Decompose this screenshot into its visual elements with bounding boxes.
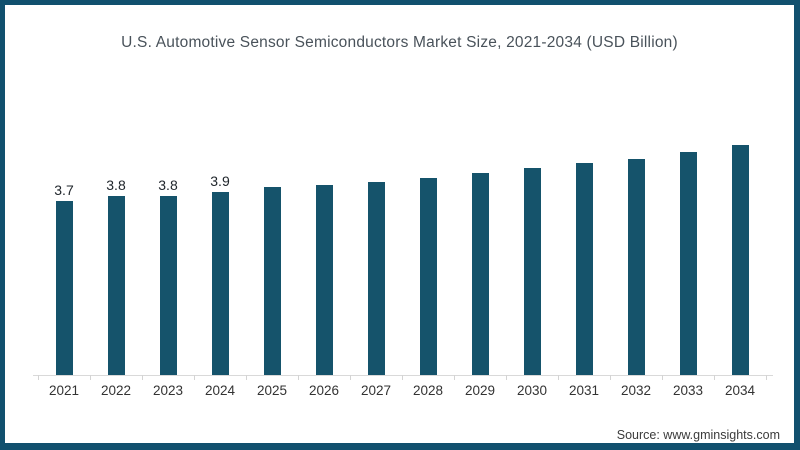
bar-2026 (315, 185, 333, 375)
bar-value-label: 3.8 (106, 177, 126, 193)
bar-value-label: 3.7 (54, 182, 74, 198)
x-axis-label-2033: 2033 (672, 383, 704, 398)
bar-cell-2022: 3.8 (90, 125, 142, 375)
x-tick (194, 375, 195, 380)
bar-cell-2025 (246, 125, 298, 375)
bar-cell-2030 (506, 125, 558, 375)
bar-cell-2034 (714, 125, 766, 375)
x-axis-line (33, 375, 773, 376)
x-tick (38, 375, 39, 380)
x-axis-label-2028: 2028 (412, 383, 444, 398)
bar-cell-2023: 3.8 (142, 125, 194, 375)
x-tick (298, 375, 299, 380)
bar-value-label: 3.8 (158, 177, 178, 193)
x-axis-label-2034: 2034 (724, 383, 756, 398)
bar-value-label: 3.9 (210, 173, 230, 189)
bar-2027 (367, 182, 385, 375)
bar-cell-2029 (454, 125, 506, 375)
bar-2028 (419, 178, 437, 375)
bar-chart-plot-area: 3.7 3.8 3.8 3.9 (38, 125, 766, 375)
x-tick (662, 375, 663, 380)
x-axis-label-2026: 2026 (308, 383, 340, 398)
bar-2031 (575, 163, 593, 375)
bar-cell-2027 (350, 125, 402, 375)
bar-2021 (55, 201, 73, 375)
x-tick (714, 375, 715, 380)
x-tick (90, 375, 91, 380)
x-axis-label-2027: 2027 (360, 383, 392, 398)
x-axis-label-2029: 2029 (464, 383, 496, 398)
x-tick (402, 375, 403, 380)
bar-cell-2033 (662, 125, 714, 375)
x-tick (610, 375, 611, 380)
x-tick (246, 375, 247, 380)
bar-2022 (107, 196, 125, 375)
x-axis-label-2030: 2030 (516, 383, 548, 398)
x-axis-label-2022: 2022 (100, 383, 132, 398)
bar-2023 (159, 196, 177, 375)
chart-title: U.S. Automotive Sensor Semiconductors Ma… (121, 34, 678, 51)
x-axis-label-2031: 2031 (568, 383, 600, 398)
bar-cell-2026 (298, 125, 350, 375)
x-tick (558, 375, 559, 380)
x-axis-label-2023: 2023 (152, 383, 184, 398)
x-axis-label-2025: 2025 (256, 383, 288, 398)
bar-2034 (731, 145, 749, 375)
bar-cell-2031 (558, 125, 610, 375)
bar-cell-2032 (610, 125, 662, 375)
bar-cell-2021: 3.7 (38, 125, 90, 375)
x-tick (454, 375, 455, 380)
x-tick (350, 375, 351, 380)
bar-2033 (679, 152, 697, 375)
x-tick (506, 375, 507, 380)
x-axis-labels-row: 2021 2022 2023 2024 2025 2026 2027 2028 2029 2030… (38, 383, 766, 398)
x-tick (142, 375, 143, 380)
x-tick (766, 375, 767, 380)
x-axis-label-2032: 2032 (620, 383, 652, 398)
x-axis-label-2024: 2024 (204, 383, 236, 398)
source-note: Source: www.gminsights.com (616, 428, 780, 442)
bar-2025 (263, 187, 281, 375)
bar-cell-2028 (402, 125, 454, 375)
bar-2024 (211, 192, 229, 375)
bar-2032 (627, 159, 645, 375)
x-axis-label-2021: 2021 (48, 383, 80, 398)
bar-2030 (523, 168, 541, 375)
bar-2029 (471, 173, 489, 375)
bar-cell-2024: 3.9 (194, 125, 246, 375)
